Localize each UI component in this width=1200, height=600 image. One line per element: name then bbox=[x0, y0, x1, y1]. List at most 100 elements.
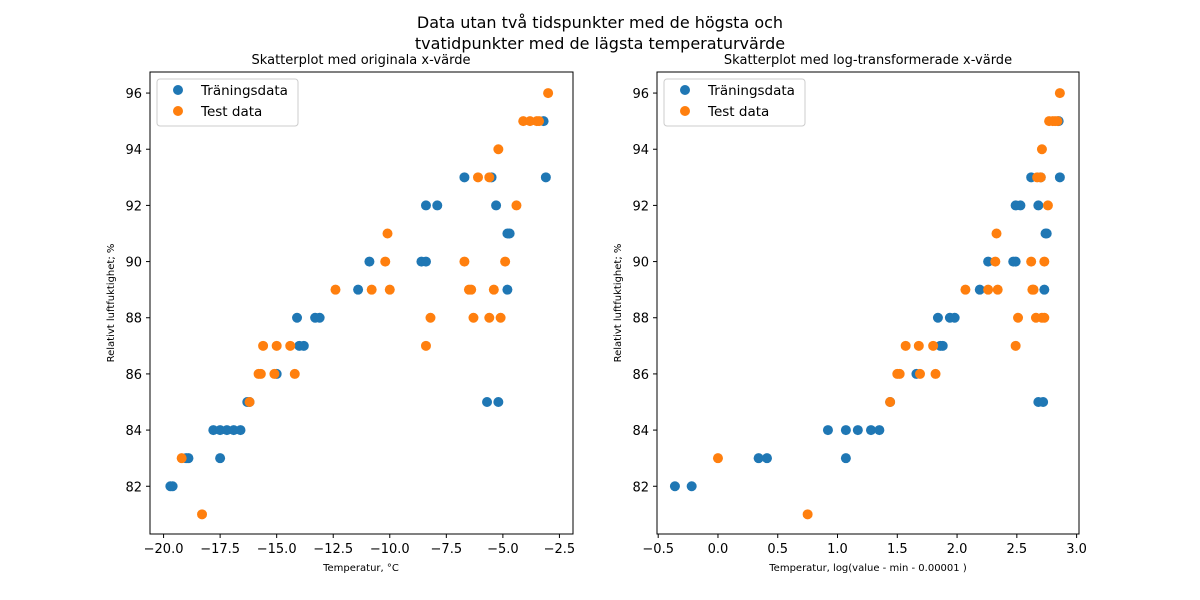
right-train-point bbox=[1010, 256, 1021, 267]
right-test-point bbox=[1039, 312, 1050, 323]
left-x-tick-label: −15.0 bbox=[257, 542, 297, 557]
left-legend: Träningsdata Test data bbox=[156, 78, 299, 127]
left-train-point bbox=[215, 453, 226, 464]
left-test-point bbox=[534, 116, 545, 127]
right-train-point bbox=[669, 481, 680, 492]
right-ticks: −0.5 0.0 0.5 1.0 1.5 2.0 2.5 3.0 82 84 86 88 90 92 94 9… bbox=[632, 87, 1086, 557]
left-train-point bbox=[292, 312, 303, 323]
left-x-tick-label: −10.0 bbox=[370, 542, 410, 557]
left-test-point bbox=[330, 284, 341, 295]
right-train-point bbox=[840, 453, 851, 464]
right-test-point bbox=[990, 256, 1001, 267]
right-legend: Träningsdata Test data bbox=[663, 78, 806, 127]
right-train-point bbox=[983, 256, 994, 267]
left-data-points bbox=[165, 88, 554, 520]
right-test-point bbox=[915, 368, 926, 379]
right-train-point bbox=[874, 425, 885, 436]
right-test-point bbox=[894, 368, 905, 379]
right-train-point bbox=[686, 481, 697, 492]
left-test-point bbox=[472, 172, 483, 183]
left-test-point bbox=[366, 284, 377, 295]
left-y-tick-label: 82 bbox=[125, 480, 142, 495]
right-test-point bbox=[1052, 116, 1063, 127]
left-train-point bbox=[420, 256, 431, 267]
right-test-point bbox=[930, 368, 941, 379]
left-test-point bbox=[289, 368, 300, 379]
left-test-point bbox=[459, 256, 470, 267]
left-test-point bbox=[495, 312, 506, 323]
right-train-point bbox=[1039, 284, 1050, 295]
right-train-point bbox=[949, 312, 960, 323]
left-test-point bbox=[269, 368, 280, 379]
right-train-point bbox=[1038, 397, 1049, 407]
left-y-tick-label: 96 bbox=[125, 87, 142, 102]
left-y-tick-label: 84 bbox=[125, 424, 142, 439]
right-y-tick-label: 94 bbox=[632, 143, 649, 158]
left-test-point bbox=[500, 256, 511, 267]
left-x-tick-label: −5.0 bbox=[487, 542, 519, 557]
left-train-point bbox=[540, 172, 551, 183]
left-train-point bbox=[459, 172, 470, 183]
right-y-tick-label: 92 bbox=[632, 199, 649, 214]
right-test-point bbox=[802, 509, 813, 520]
left-test-point bbox=[466, 284, 477, 295]
right-x-tick-label: 3.0 bbox=[1066, 542, 1087, 557]
right-train-point bbox=[822, 425, 833, 436]
left-y-axis-label: Relativt luftfuktighet; % bbox=[106, 244, 117, 363]
left-train-point bbox=[420, 200, 431, 211]
right-scatter-plot: Skatterplot med log-transformerade x-vär… bbox=[613, 53, 1087, 574]
left-legend-marker-test bbox=[173, 106, 183, 116]
left-legend-label-test: Test data bbox=[200, 104, 262, 120]
left-train-point bbox=[235, 425, 246, 436]
left-x-tick-label: −12.5 bbox=[313, 542, 353, 557]
right-test-point bbox=[1035, 172, 1046, 183]
right-y-tick-label: 82 bbox=[632, 480, 649, 495]
right-x-tick-label: 1.5 bbox=[887, 542, 908, 557]
left-plot-title: Skatterplot med originala x-värde bbox=[252, 53, 471, 68]
right-x-tick-label: 0.5 bbox=[767, 542, 788, 557]
left-train-point bbox=[482, 397, 493, 407]
left-y-tick-label: 92 bbox=[125, 199, 142, 214]
left-test-point bbox=[384, 284, 395, 295]
right-legend-label-test: Test data bbox=[707, 104, 769, 120]
right-test-point bbox=[913, 340, 924, 351]
right-y-tick-label: 84 bbox=[632, 424, 649, 439]
left-test-point bbox=[382, 228, 393, 239]
right-test-point bbox=[1013, 312, 1024, 323]
left-test-point bbox=[285, 340, 296, 351]
right-train-point bbox=[761, 453, 772, 464]
right-train-point bbox=[865, 425, 876, 436]
right-train-point bbox=[840, 425, 851, 436]
right-train-point bbox=[852, 425, 863, 436]
left-test-point bbox=[543, 88, 554, 99]
right-train-point bbox=[937, 340, 948, 351]
right-x-tick-label: 1.0 bbox=[827, 542, 848, 557]
right-data-points bbox=[669, 88, 1065, 520]
right-test-point bbox=[992, 284, 1003, 295]
right-plot-title: Skatterplot med log-transformerade x-vär… bbox=[724, 53, 1012, 68]
right-legend-box bbox=[663, 78, 806, 127]
suptitle-line-1: Data utan två tidspunkter med de högsta … bbox=[417, 13, 783, 32]
left-test-point bbox=[197, 509, 208, 520]
left-train-point bbox=[353, 284, 364, 295]
right-train-point bbox=[1041, 228, 1052, 239]
left-x-tick-label: −7.5 bbox=[431, 542, 463, 557]
left-train-point bbox=[298, 340, 309, 351]
right-axes-frame bbox=[656, 71, 1080, 535]
right-x-tick-label: 2.0 bbox=[947, 542, 968, 557]
right-test-point bbox=[1054, 88, 1065, 99]
suptitle-line-2: tvatidpunkter med de lägsta temperaturvä… bbox=[415, 34, 785, 53]
right-x-tick-label: −0.5 bbox=[642, 542, 674, 557]
right-x-axis-label: Temperatur, log(value - min - 0.00001 ) bbox=[768, 563, 967, 574]
right-x-tick-label: 2.5 bbox=[1006, 542, 1027, 557]
right-train-point bbox=[1033, 200, 1044, 211]
right-y-tick-label: 86 bbox=[632, 368, 649, 383]
left-x-axis-label: Temperatur, °C bbox=[322, 563, 399, 574]
right-test-point bbox=[1028, 284, 1039, 295]
left-test-point bbox=[258, 340, 269, 351]
right-test-point bbox=[900, 340, 911, 351]
left-train-point bbox=[493, 397, 504, 407]
left-train-point bbox=[167, 481, 178, 492]
left-train-point bbox=[502, 284, 513, 295]
left-ticks: −20.0 −17.5 −15.0 −12.5 −10.0 −7.5 −5.0 −2.5 82 8… bbox=[125, 87, 575, 557]
